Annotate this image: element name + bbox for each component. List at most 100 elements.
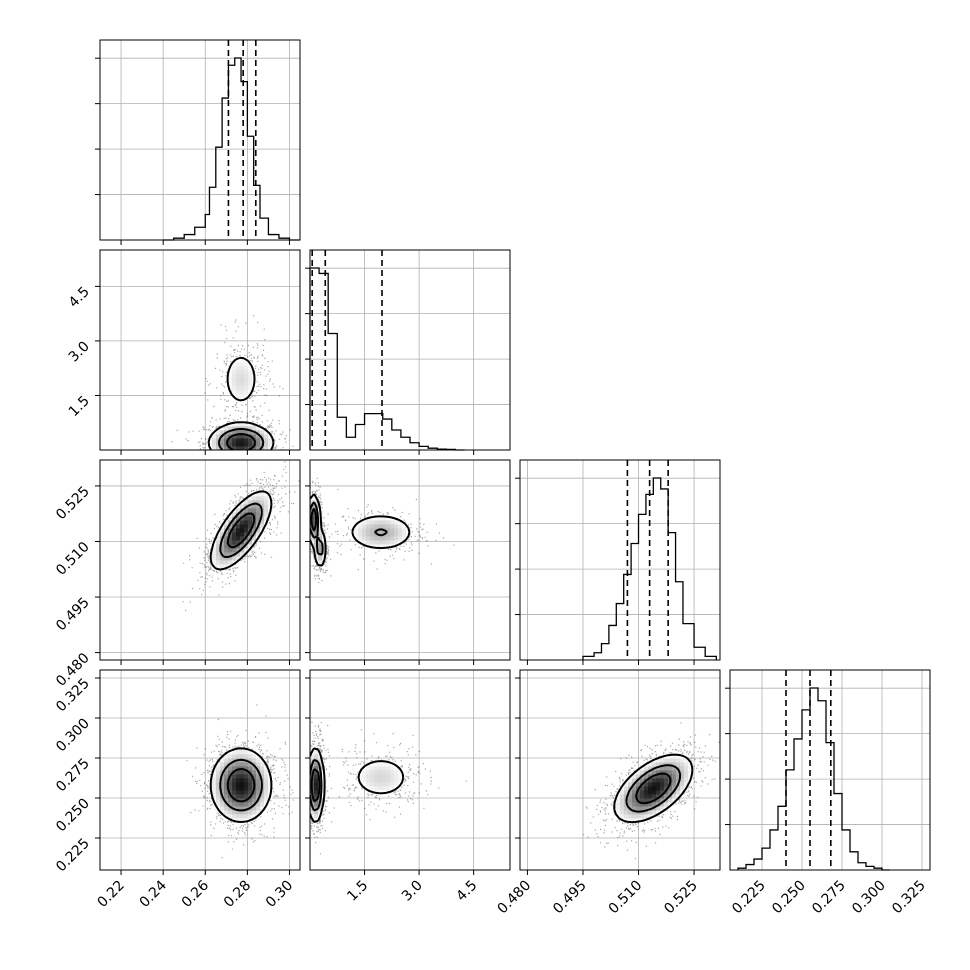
density-cell (236, 362, 241, 367)
density-cell (228, 786, 233, 791)
density-cell (240, 806, 245, 811)
density-cell (248, 496, 253, 501)
density-cell (648, 782, 653, 787)
density-cell (228, 782, 233, 787)
density-cell (314, 786, 319, 791)
density-cell (318, 560, 323, 565)
density-cell (628, 810, 633, 815)
density-cell (264, 516, 269, 521)
density-cell (664, 778, 669, 783)
density-cell (240, 528, 245, 533)
density-cell (248, 786, 253, 791)
density-cell (216, 536, 221, 541)
density-cell (382, 774, 387, 779)
density-cell (366, 520, 371, 525)
density-cell (240, 810, 245, 815)
density-cell (232, 426, 237, 431)
density-cell (228, 528, 233, 533)
density-cell (220, 766, 225, 771)
density-cell (676, 794, 681, 799)
density-cell (228, 778, 233, 783)
density-cell (656, 794, 661, 799)
density-cell (244, 802, 249, 807)
density-cell (268, 782, 273, 787)
density-cell (244, 362, 249, 367)
scatter-panel-1-3 (305, 669, 511, 875)
density-cell (656, 786, 661, 791)
density-cell (390, 540, 395, 545)
density-cell (240, 434, 245, 439)
density-cell (264, 508, 269, 513)
density-cell (370, 762, 375, 767)
panel-background (310, 670, 510, 870)
density-cell (264, 770, 269, 775)
density-cell (620, 814, 625, 819)
density-cell (228, 798, 233, 803)
density-cell (232, 390, 237, 395)
density-cell (240, 814, 245, 819)
density-cell (264, 434, 269, 439)
density-cell (676, 774, 681, 779)
corner-plot-root: 0.22 0.24 0.26 0.28 0.30 1.5 3.0 4.5 0.480 0.495 0… (53, 39, 931, 918)
density-cell (260, 806, 265, 811)
density-cell (256, 442, 261, 447)
density-cell (248, 810, 253, 815)
density-cell (232, 536, 237, 541)
density-cell (656, 770, 661, 775)
density-cell (252, 790, 257, 795)
density-cell (636, 774, 641, 779)
density-cell (264, 504, 269, 509)
density-cell (378, 544, 383, 549)
density-cell (374, 770, 379, 775)
density-cell (264, 430, 269, 435)
density-cell (224, 548, 229, 553)
density-cell (236, 556, 241, 561)
density-cell (370, 532, 375, 537)
density-cell (228, 382, 233, 387)
density-cell (264, 786, 269, 791)
density-cell (228, 810, 233, 815)
panel-content (310, 670, 510, 870)
density-cell (240, 770, 245, 775)
density-cell (236, 386, 241, 391)
x-tick-label: 0.30 (263, 878, 296, 911)
x-tick-label: 0.250 (769, 878, 809, 918)
density-cell (216, 794, 221, 799)
density-cell (264, 496, 269, 501)
density-cell (216, 438, 221, 443)
density-cell (318, 532, 323, 537)
density-cell (256, 520, 261, 525)
density-cell (382, 524, 387, 529)
contour-level-0 (310, 747, 405, 823)
density-cell (244, 778, 249, 783)
density-cell (232, 548, 237, 553)
y-tick-label: 3.0 (66, 338, 93, 365)
density-cell (268, 442, 273, 447)
density-cell (244, 782, 249, 787)
density-cell (248, 766, 253, 771)
density-cell (212, 442, 217, 447)
density-cell (252, 496, 257, 501)
density-cell (632, 774, 637, 779)
density-cell (358, 774, 363, 779)
density-cell (252, 512, 257, 517)
panel-background (100, 250, 300, 450)
density-cell (358, 528, 363, 533)
density-cell (236, 422, 241, 427)
density-cell (628, 782, 633, 787)
density-cell (232, 442, 237, 447)
density-cell (212, 774, 217, 779)
density-cell (386, 774, 391, 779)
density-cell (228, 374, 233, 379)
density-cell (264, 766, 269, 771)
density-cell (644, 782, 649, 787)
density-cell (676, 786, 681, 791)
density-cell (216, 430, 221, 435)
density-cell (314, 532, 319, 537)
density-cell (656, 778, 661, 783)
density-cell (224, 810, 229, 815)
density-cell (232, 512, 237, 517)
density-cell (224, 544, 229, 549)
density-cell (220, 802, 225, 807)
density-cell (240, 794, 245, 799)
